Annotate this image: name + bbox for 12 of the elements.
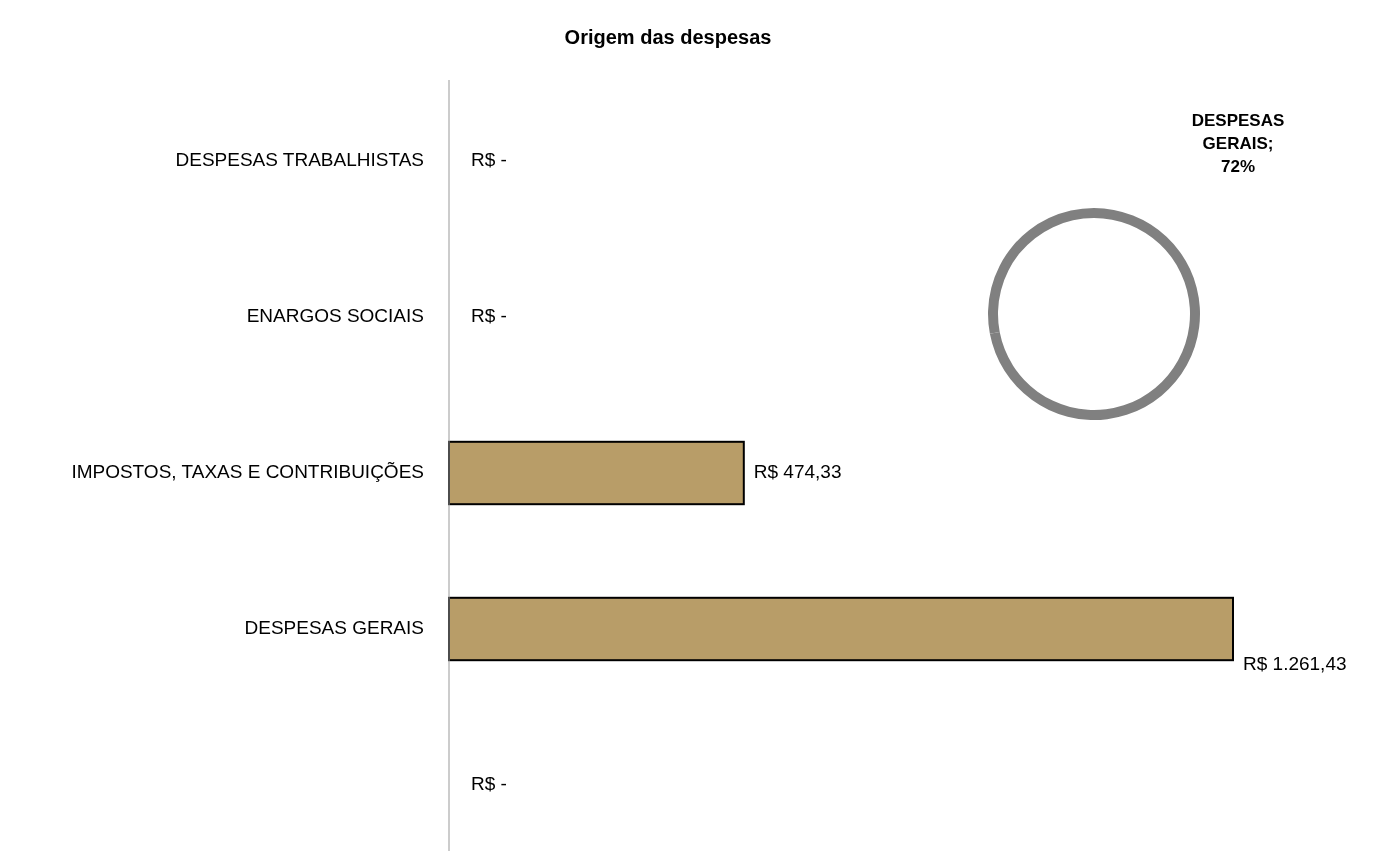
y-tick-label: ENARGOS SOCIAIS xyxy=(246,305,424,327)
y-tick-label: DESPESAS GERAIS xyxy=(244,617,424,639)
chart-title: Origem das despesas xyxy=(564,26,772,48)
donut-slice xyxy=(989,208,1200,420)
data-label: R$ 1.261,43 xyxy=(1243,653,1347,675)
y-tick-label: DESPESAS TRABALHISTAS xyxy=(175,149,424,171)
y-tick-label: IMPOSTOS, TAXAS E CONTRIBUIÇÕES xyxy=(71,461,424,483)
data-label: R$ - xyxy=(471,305,507,327)
data-label: DESPESAS GERAIS; 72% xyxy=(1191,111,1285,176)
data-label: R$ - xyxy=(471,773,507,795)
data-label: R$ 474,33 xyxy=(753,461,842,483)
data-label: R$ - xyxy=(471,149,507,171)
